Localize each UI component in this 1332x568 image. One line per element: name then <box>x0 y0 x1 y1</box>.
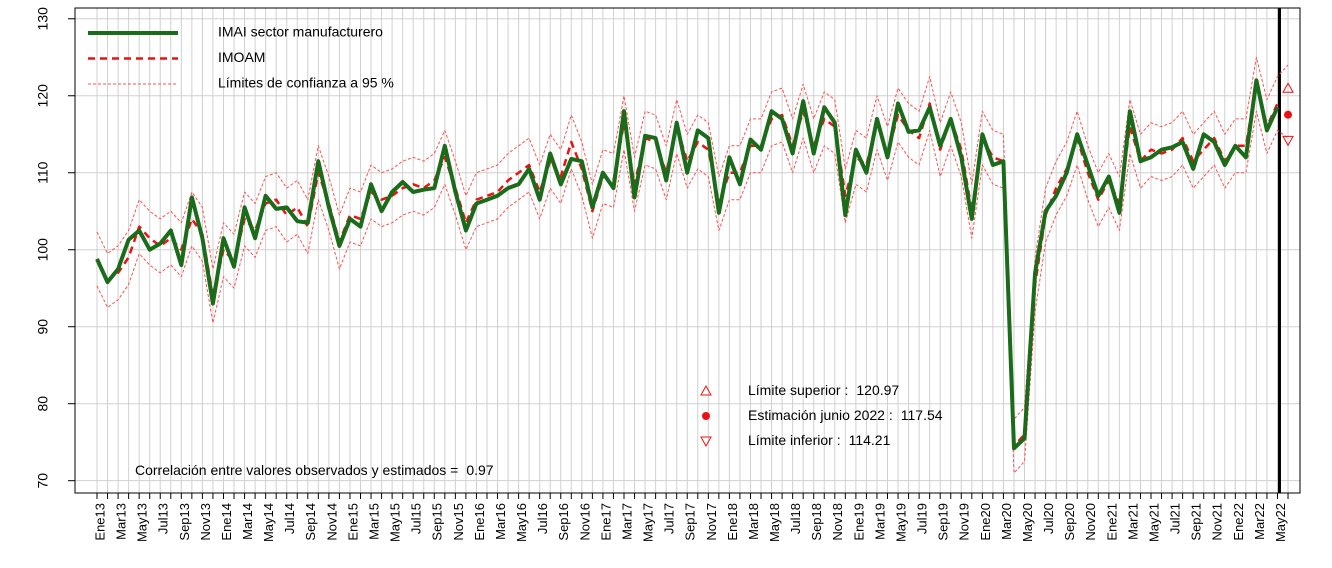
correlation-text: Correlación entre valores observados y e… <box>135 462 494 478</box>
y-tick-label: 70 <box>35 473 51 489</box>
x-tick-label: Jul17 <box>662 503 677 534</box>
correlation-label: Correlación entre valores observados y e… <box>135 462 458 478</box>
x-tick-label: Ene15 <box>345 503 360 541</box>
x-tick-label: May19 <box>893 503 908 542</box>
y-tick-label: 130 <box>35 7 51 31</box>
estimate-legend-text: Límite superior : 120.97 <box>748 382 899 398</box>
x-tick-label: Ene21 <box>1104 503 1119 541</box>
x-tick-label: Nov20 <box>1083 503 1098 541</box>
y-tick-label: 100 <box>35 238 51 262</box>
x-tick-label: Nov21 <box>1210 503 1225 541</box>
series-line <box>96 56 1289 420</box>
estimate-legend-label: Límite inferior : <box>748 432 841 448</box>
y-tick-label: 120 <box>35 84 51 108</box>
x-tick-label: May16 <box>514 503 529 542</box>
x-tick-label: Mar20 <box>999 503 1014 540</box>
x-tick-label: Sep15 <box>430 503 445 541</box>
estimate-legend-value: 114.21 <box>849 432 891 448</box>
x-tick-label: Sep20 <box>1062 503 1077 541</box>
x-tick-label: May13 <box>135 503 150 542</box>
estimate-legend-value: 117.54 <box>901 407 943 423</box>
x-tick-label: Mar19 <box>872 503 887 540</box>
x-tick-label: Jul21 <box>1168 503 1183 534</box>
x-tick-label: Jul14 <box>282 503 297 534</box>
x-tick-label: Sep17 <box>683 503 698 541</box>
x-tick-label: Ene14 <box>219 503 234 541</box>
x-tick-label: Nov15 <box>451 503 466 541</box>
x-tick-label: May14 <box>261 503 276 542</box>
x-tick-label: Jul15 <box>409 503 424 534</box>
estimate-upper <box>1282 82 1294 93</box>
x-tick-label: Nov17 <box>704 503 719 541</box>
x-tick-label: Ene20 <box>978 503 993 541</box>
estimate-legend-text: Estimación junio 2022 : 117.54 <box>748 407 943 423</box>
y-tick-label: 90 <box>35 319 51 335</box>
series-line <box>95 78 1280 451</box>
x-tick-label: Mar14 <box>240 503 255 540</box>
x-tick-label: Ene18 <box>725 503 740 541</box>
y-tick-label: 80 <box>35 396 51 412</box>
x-tick-label: Mar18 <box>746 503 761 540</box>
x-tick-label: May18 <box>767 503 782 542</box>
x-tick-label: Nov19 <box>957 503 972 541</box>
x-tick-label: Jul19 <box>915 503 930 534</box>
x-tick-label: Jul18 <box>788 503 803 534</box>
estimate-legend-symbol <box>702 412 710 420</box>
x-tick-label: Jul13 <box>156 503 171 534</box>
x-tick-label: Ene19 <box>851 503 866 541</box>
x-tick-label: Ene13 <box>92 503 107 541</box>
x-tick-label: Sep16 <box>556 503 571 541</box>
estimate-lower <box>1282 135 1294 147</box>
x-tick-label: May20 <box>1020 503 1035 542</box>
x-tick-label: Sep19 <box>936 503 951 541</box>
x-tick-label: May21 <box>1146 503 1161 542</box>
x-tick-label: Sep21 <box>1189 503 1204 541</box>
x-tick-label: Ene16 <box>472 503 487 541</box>
estimate-legend-symbol <box>700 384 712 396</box>
x-tick-label: May22 <box>1273 503 1288 542</box>
legend-label: IMOAM <box>218 49 265 65</box>
y-tick-label: 110 <box>35 161 51 184</box>
x-tick-label: Mar15 <box>366 503 381 540</box>
x-tick-label: Jul20 <box>1041 503 1056 534</box>
x-tick-label: Nov18 <box>830 503 845 541</box>
estimate-legend-label: Límite superior : <box>748 382 848 398</box>
x-tick-label: Mar16 <box>493 503 508 540</box>
x-tick-label: Nov14 <box>324 503 339 541</box>
estimate-point <box>1284 110 1293 119</box>
x-tick-label: Sep18 <box>809 503 824 541</box>
estimate-legend-value: 120.97 <box>856 382 899 398</box>
x-tick-label: Mar22 <box>1252 503 1267 540</box>
series-line <box>96 110 1289 474</box>
correlation-value: 0.97 <box>466 462 493 478</box>
estimate-legend-symbol <box>700 436 712 448</box>
x-tick-label: Sep14 <box>303 503 318 541</box>
x-tick-label: Ene22 <box>1231 503 1246 541</box>
x-tick-label: Jul16 <box>535 503 550 534</box>
x-tick-label: Mar21 <box>1125 503 1140 540</box>
x-tick-label: Sep13 <box>177 503 192 541</box>
x-tick-label: May17 <box>641 503 656 542</box>
legend-label: IMAI sector manufacturero <box>218 24 383 40</box>
x-tick-label: Nov13 <box>198 503 213 541</box>
x-tick-label: Ene17 <box>598 503 613 541</box>
legend-label: Límites de confianza a 95 % <box>218 75 394 91</box>
x-tick-label: Nov16 <box>577 503 592 541</box>
x-tick-label: Mar13 <box>114 503 129 540</box>
x-tick-label: May15 <box>388 503 403 542</box>
estimate-legend-text: Límite inferior : 114.21 <box>748 432 891 448</box>
estimate-legend-label: Estimación junio 2022 : <box>748 407 893 423</box>
x-tick-label: Mar17 <box>619 503 634 540</box>
